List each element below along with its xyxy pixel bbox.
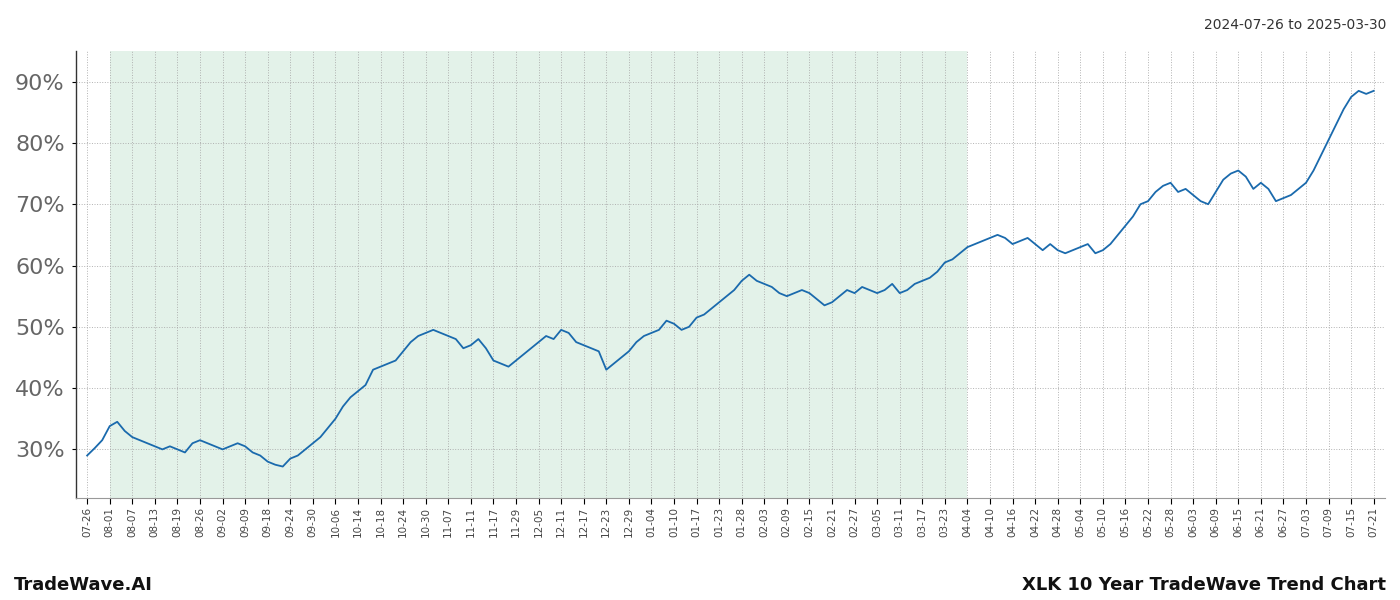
Text: XLK 10 Year TradeWave Trend Chart: XLK 10 Year TradeWave Trend Chart (1022, 576, 1386, 594)
Bar (109, 51, 967, 499)
Text: 2024-07-26 to 2025-03-30: 2024-07-26 to 2025-03-30 (1204, 18, 1386, 32)
Text: TradeWave.AI: TradeWave.AI (14, 576, 153, 594)
